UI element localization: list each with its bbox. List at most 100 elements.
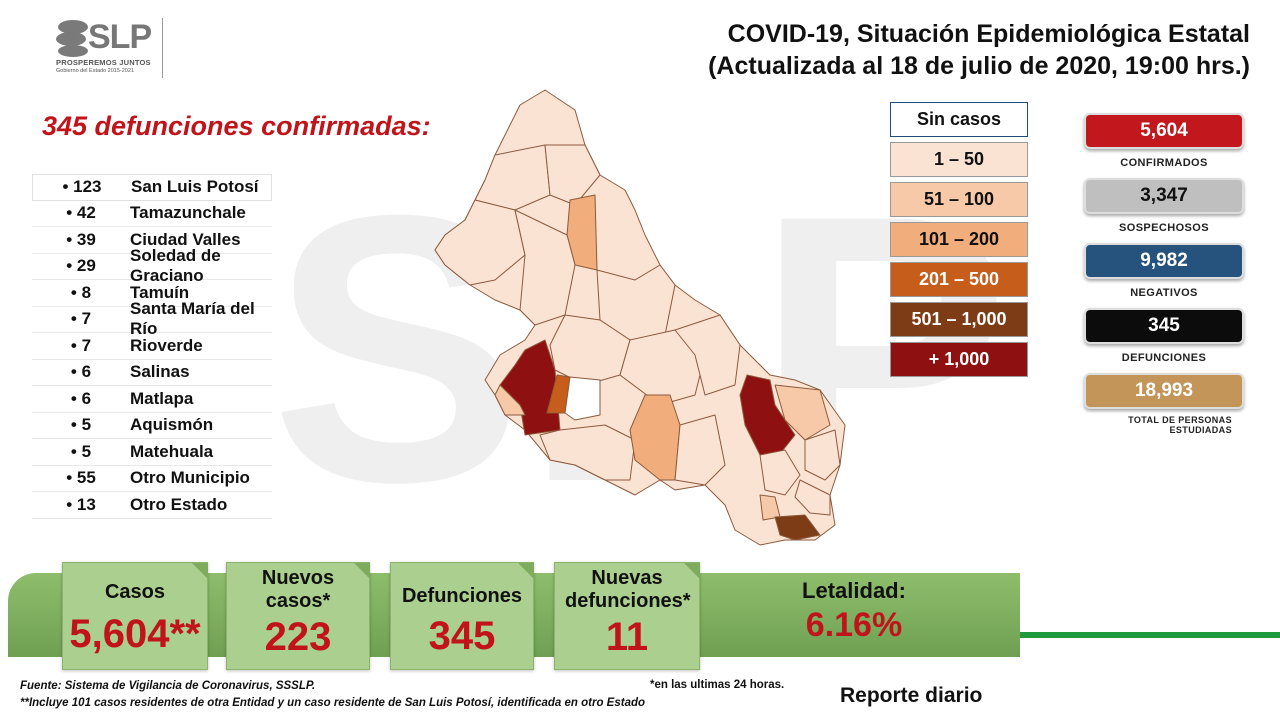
death-count: • 55	[66, 468, 96, 488]
stat-label: TOTAL DE PERSONAS ESTUDIADAS	[1128, 415, 1232, 435]
stat-value-negativos: 9,982	[1084, 243, 1244, 279]
legend-item: 501 – 1,000	[890, 302, 1028, 337]
death-count: • 7	[70, 335, 92, 355]
map-municipality	[774, 384, 831, 441]
legend-item: + 1,000	[890, 342, 1028, 377]
title-line-1: COVID-19, Situación Epidemiológica Estat…	[727, 20, 1250, 48]
legend-item: 101 – 200	[890, 222, 1028, 257]
death-count: • 6	[70, 388, 92, 408]
death-count: • 29	[66, 256, 96, 276]
map-municipality	[564, 376, 601, 421]
death-row: • 6 Matlapa	[32, 386, 272, 413]
stat-label: SOSPECHOSOS	[1119, 222, 1209, 234]
death-municipality: Ciudad Valles	[130, 229, 241, 249]
map-municipality	[629, 394, 681, 481]
map-legend: Sin casos 1 – 50 51 – 100 101 – 200 201 – 50…	[890, 102, 1028, 382]
map-municipality	[566, 194, 598, 271]
death-municipality: Tamazunchale	[130, 203, 246, 223]
stat-value-confirmados: 5,604	[1084, 113, 1244, 149]
death-municipality: Tamuín	[130, 282, 190, 302]
death-municipality: Matehuala	[130, 441, 214, 461]
inclusion-note: **Incluye 101 casos residentes de otra E…	[20, 697, 646, 709]
card-fold	[518, 563, 534, 579]
death-municipality: San Luis Potosí	[131, 177, 259, 197]
map-municipality	[549, 314, 631, 386]
death-municipality: Soledad de Graciano	[130, 246, 221, 286]
defunciones-card: Defunciones 345	[390, 562, 534, 670]
report-label: Reporte diario	[840, 684, 983, 707]
nuevos-casos-card: Nuevos casos* 223	[226, 562, 370, 670]
map-municipality	[474, 144, 551, 211]
death-row: • 123 San Luis Potosí	[32, 174, 272, 201]
nuevos-casos-label: Nuevos casos*	[261, 567, 335, 612]
casos-card: Casos 5,604**	[62, 562, 208, 670]
casos-value: 5,604**	[69, 612, 201, 656]
legend-item: 1 – 50	[890, 142, 1028, 177]
map-municipality	[794, 479, 831, 516]
defunciones-value: 345	[428, 614, 496, 658]
death-row: • 55 Otro Municipio	[32, 466, 272, 492]
map-municipality	[674, 314, 741, 396]
casos-label: Casos	[104, 581, 166, 603]
death-count: • 5	[70, 441, 92, 461]
slp-logo-mark-icon	[56, 20, 88, 57]
letalidad-value: 6.16%	[805, 606, 903, 644]
death-row: • 6 Salinas	[32, 360, 272, 386]
title-line-2: (Actualizada al 18 de julio de 2020, 19:…	[708, 52, 1250, 80]
nuevas-defunciones-label: Nuevas defunciones*	[565, 567, 691, 612]
death-row: • 29 Soledad de Graciano	[32, 246, 272, 285]
nuevas-defunciones-card: Nuevas defunciones* 11	[554, 562, 700, 670]
legend-item: 201 – 500	[890, 262, 1028, 297]
stat-label: NEGATIVOS	[1130, 287, 1198, 299]
map-municipality	[514, 209, 576, 326]
slp-logo: SLP PROSPEREMOS JUNTOS Gobierno del Esta…	[52, 16, 172, 80]
death-row: • 7 Rioverde	[32, 333, 272, 360]
death-municipality: Aquismón	[130, 415, 214, 435]
logo-brand: SLP	[88, 18, 152, 56]
death-municipality: Otro Municipio	[130, 468, 250, 488]
stats-panel: 5,604 CONFIRMADOS 3,347 SOSPECHOSOS 9,982 NEG…	[1080, 113, 1248, 438]
map-municipality	[539, 424, 636, 481]
map-municipality	[774, 514, 821, 541]
stat-value-sospechosos: 3,347	[1084, 178, 1244, 214]
map-municipality	[674, 414, 726, 486]
map-municipality	[544, 144, 601, 206]
map-municipality	[759, 449, 801, 496]
death-municipality: Otro Estado	[130, 494, 228, 514]
footnote-24h: *en las ultimas 24 horas.	[650, 679, 785, 691]
death-count: • 39	[66, 229, 96, 249]
logo-divider	[162, 18, 163, 78]
nuevas-defunciones-value: 11	[605, 615, 649, 659]
death-count: • 7	[70, 309, 92, 329]
map-municipality	[804, 429, 841, 481]
source-note: Fuente: Sistema de Vigilancia de Coronav…	[20, 680, 316, 692]
death-row: • 5 Matehuala	[32, 439, 272, 466]
deaths-list: • 123 San Luis Potosí • 42 Tamazunchale • 39…	[32, 174, 272, 519]
legend-item: 51 – 100	[890, 182, 1028, 217]
death-count: • 5	[70, 415, 92, 435]
deaths-heading: 345 defunciones confirmadas:	[42, 111, 431, 141]
legend-item: Sin casos	[890, 102, 1028, 137]
state-map	[434, 89, 846, 546]
death-municipality: Matlapa	[130, 388, 194, 408]
card-fold	[192, 563, 208, 579]
death-row: • 39 Ciudad Valles	[32, 227, 272, 254]
death-municipality: Rioverde	[130, 335, 203, 355]
death-row: • 8 Tamuín	[32, 280, 272, 307]
death-count: • 6	[70, 362, 92, 382]
death-row: • 5 Aquismón	[32, 413, 272, 439]
map-municipality	[494, 384, 526, 416]
logo-slogan: PROSPEREMOS JUNTOS	[56, 58, 151, 67]
nuevos-casos-value: 223	[264, 615, 332, 659]
death-row: • 7 Santa María del Río	[32, 299, 272, 338]
stat-value-total: 18,993	[1084, 373, 1244, 409]
death-count: • 8	[70, 282, 92, 302]
letalidad-label: Letalidad:	[802, 578, 906, 603]
map-municipality	[499, 339, 561, 436]
logo-government: Gobierno del Estado 2015-2021	[56, 68, 134, 74]
death-count: • 42	[66, 203, 96, 223]
report-title: COVID-19, Situación Epidemiológica Estat…	[708, 18, 1250, 82]
summary-band-line	[1020, 632, 1280, 638]
death-municipality: Salinas	[130, 362, 190, 382]
stat-value-defunciones: 345	[1084, 308, 1244, 344]
